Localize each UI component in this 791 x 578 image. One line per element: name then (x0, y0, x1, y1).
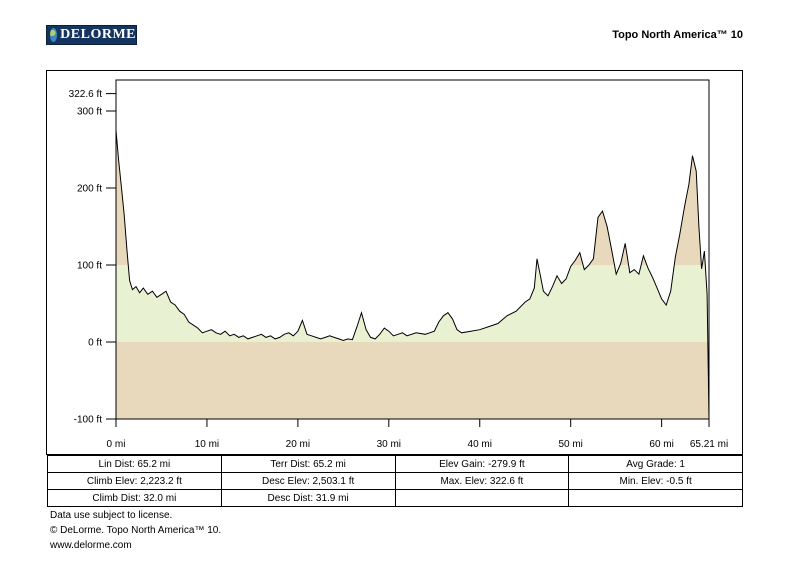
profile-line (115, 130, 710, 420)
stats-cell: Lin Dist: 65.2 mi (47, 455, 222, 473)
x-tick-label: 30 mi (377, 439, 401, 450)
y-tick-label: 322.6 ft (69, 89, 103, 100)
y-tick-label: 100 ft (77, 261, 102, 272)
y-tick-label: -100 ft (74, 415, 103, 426)
copyright-note: © DeLorme. Topo North America™ 10. (50, 525, 222, 536)
plot-border (115, 79, 710, 420)
profile-area (116, 130, 709, 419)
stats-cell (568, 489, 743, 507)
stats-table: Lin Dist: 65.2 mi Terr Dist: 65.2 mi Elev … (47, 455, 743, 507)
stats-cell: Desc Dist: 31.9 mi (220, 489, 396, 507)
area-band-high (116, 130, 709, 265)
x-tick-label: 65.21 mi (690, 439, 728, 450)
x-tick-label: 10 mi (195, 439, 219, 450)
chart-frame (46, 70, 743, 455)
stats-cell (394, 489, 570, 507)
area-band-low (116, 342, 709, 419)
x-tick-label: 40 mi (468, 439, 492, 450)
x-tick-label: 60 mi (649, 439, 673, 450)
product-title: Topo North America™ 10 (612, 29, 743, 41)
logo-text: DELORME (60, 27, 136, 42)
stats-cell: Desc Elev: 2,503.1 ft (220, 472, 396, 490)
y-tick-label: 300 ft (77, 107, 102, 118)
y-tick-label: 200 ft (77, 184, 102, 195)
stats-cell: Terr Dist: 65.2 mi (220, 455, 396, 473)
area-band-mid (116, 265, 709, 342)
delorme-logo: DELORME (46, 25, 137, 45)
globe-icon (50, 28, 58, 42)
stats-row: Lin Dist: 65.2 mi Terr Dist: 65.2 mi Elev … (47, 455, 743, 473)
stats-cell: Avg Grade: 1 (568, 455, 743, 473)
x-tick-label: 50 mi (558, 439, 582, 450)
website-url: www.delorme.com (50, 540, 132, 551)
stats-cell: Min. Elev: -0.5 ft (568, 472, 743, 490)
stats-cell: Climb Elev: 2,223.2 ft (47, 472, 222, 490)
x-tick-label: 20 mi (286, 439, 310, 450)
stats-cell: Elev Gain: -279.9 ft (394, 455, 570, 473)
stats-cell: Climb Dist: 32.0 mi (47, 489, 222, 507)
stats-cell: Max. Elev: 322.6 ft (394, 472, 570, 490)
y-tick-label: 0 ft (88, 338, 102, 349)
license-note: Data use subject to license. (50, 510, 173, 521)
x-tick-label: 0 mi (107, 439, 126, 450)
stats-row: Climb Dist: 32.0 mi Desc Dist: 31.9 mi (47, 489, 743, 507)
stats-row: Climb Elev: 2,223.2 ft Desc Elev: 2,503.1… (47, 472, 743, 490)
